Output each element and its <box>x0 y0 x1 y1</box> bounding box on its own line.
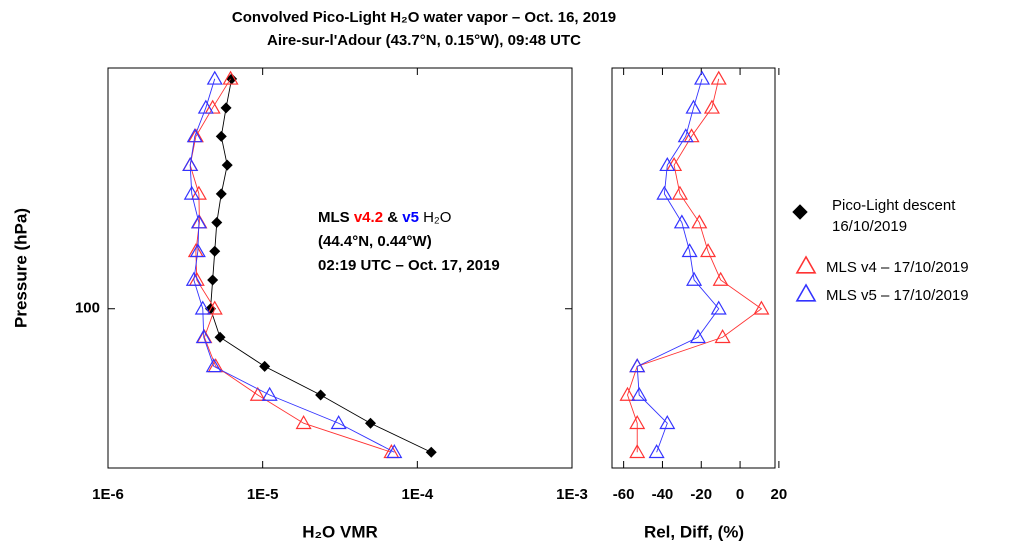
legend-marker <box>795 255 817 274</box>
data-point <box>656 185 673 200</box>
data-point <box>714 329 731 344</box>
x-tick-label: 1E-6 <box>92 486 124 503</box>
data-point <box>629 358 646 373</box>
data-point <box>209 245 221 257</box>
data-point <box>648 444 665 459</box>
annotation-part: MLS <box>318 209 350 226</box>
annotation: MLS v4.2 & v5 H₂O <box>318 209 451 226</box>
x-tick-label: 0 <box>736 486 744 503</box>
data-point <box>685 99 702 114</box>
data-point <box>386 444 403 459</box>
data-point <box>211 217 223 229</box>
annotation-part: v4.2 <box>354 209 383 226</box>
x-tick-label: -60 <box>613 486 635 503</box>
data-point <box>671 185 688 200</box>
x-tick-label: 20 <box>771 486 788 503</box>
x-tick-label: -40 <box>652 486 674 503</box>
annotation-part: H₂O <box>423 209 451 226</box>
data-point <box>712 271 729 286</box>
data-point <box>182 156 199 172</box>
data-point <box>631 386 648 401</box>
x-tick-label: 1E-5 <box>247 486 279 503</box>
data-point <box>753 300 770 315</box>
annotation: (44.4°N, 0.44°W) <box>318 233 432 250</box>
legend-marker <box>792 204 808 220</box>
data-point <box>215 130 227 142</box>
data-point <box>207 274 219 286</box>
data-point <box>686 271 703 286</box>
data-point <box>659 156 676 172</box>
data-point <box>259 360 271 372</box>
data-point <box>710 70 727 85</box>
data-point <box>221 159 233 171</box>
annotation-part: & <box>387 209 398 226</box>
data-point <box>425 446 437 458</box>
data-point <box>700 243 717 258</box>
data-point <box>629 444 646 459</box>
x-tick-label: 1E-4 <box>401 486 433 503</box>
data-point <box>315 389 327 401</box>
data-point <box>673 214 690 229</box>
data-point <box>659 415 676 430</box>
data-point <box>330 415 347 430</box>
data-point <box>295 415 312 430</box>
legend-label: MLS v4 – 17/10/2019 <box>826 259 969 276</box>
legend-marker <box>795 283 817 302</box>
data-point <box>619 386 636 401</box>
data-point <box>214 331 226 343</box>
data-point <box>689 329 706 344</box>
data-point <box>183 185 200 200</box>
data-point <box>703 99 720 114</box>
series-line <box>210 78 432 453</box>
data-point <box>691 214 708 229</box>
plot-frame <box>107 67 573 469</box>
data-point <box>681 243 698 258</box>
legend-label: Pico-Light descent 16/10/2019 <box>832 197 956 235</box>
data-point <box>206 300 223 315</box>
x-tick-label: 1E-3 <box>556 486 588 503</box>
data-point <box>222 70 239 85</box>
x-axis-label: Rel, Diff, (%) <box>644 522 744 541</box>
y-axis-label: Pressure (hPa) <box>11 208 30 328</box>
data-point <box>666 156 683 172</box>
data-point <box>189 243 206 258</box>
data-point <box>261 386 278 401</box>
data-point <box>195 329 212 344</box>
y-tick-label: 100 <box>75 300 100 317</box>
data-point <box>205 358 222 373</box>
chart-title: Convolved Pico-Light H₂O water vapor – O… <box>232 9 616 26</box>
data-point <box>185 271 202 286</box>
data-point <box>629 415 646 430</box>
data-point <box>710 300 727 315</box>
data-point <box>220 102 232 114</box>
chart-subtitle: Aire-sur-l'Adour (43.7°N, 0.15°W), 09:48… <box>267 32 581 49</box>
data-point <box>249 386 266 401</box>
annotation-part: v5 <box>402 209 419 226</box>
data-point <box>215 188 227 200</box>
data-point <box>186 128 203 143</box>
data-point <box>194 300 211 315</box>
data-point <box>365 417 377 429</box>
plot-frame <box>611 67 776 469</box>
data-point <box>677 128 694 143</box>
series-line <box>636 78 720 453</box>
legend-label: MLS v5 – 17/10/2019 <box>826 287 969 304</box>
annotation: 02:19 UTC – Oct. 17, 2019 <box>318 257 500 274</box>
data-point <box>197 99 214 114</box>
x-tick-label: -20 <box>690 486 712 503</box>
data-point <box>206 70 223 85</box>
data-point <box>694 70 711 85</box>
data-point <box>190 214 207 229</box>
x-axis-label: H₂O VMR <box>302 522 378 541</box>
